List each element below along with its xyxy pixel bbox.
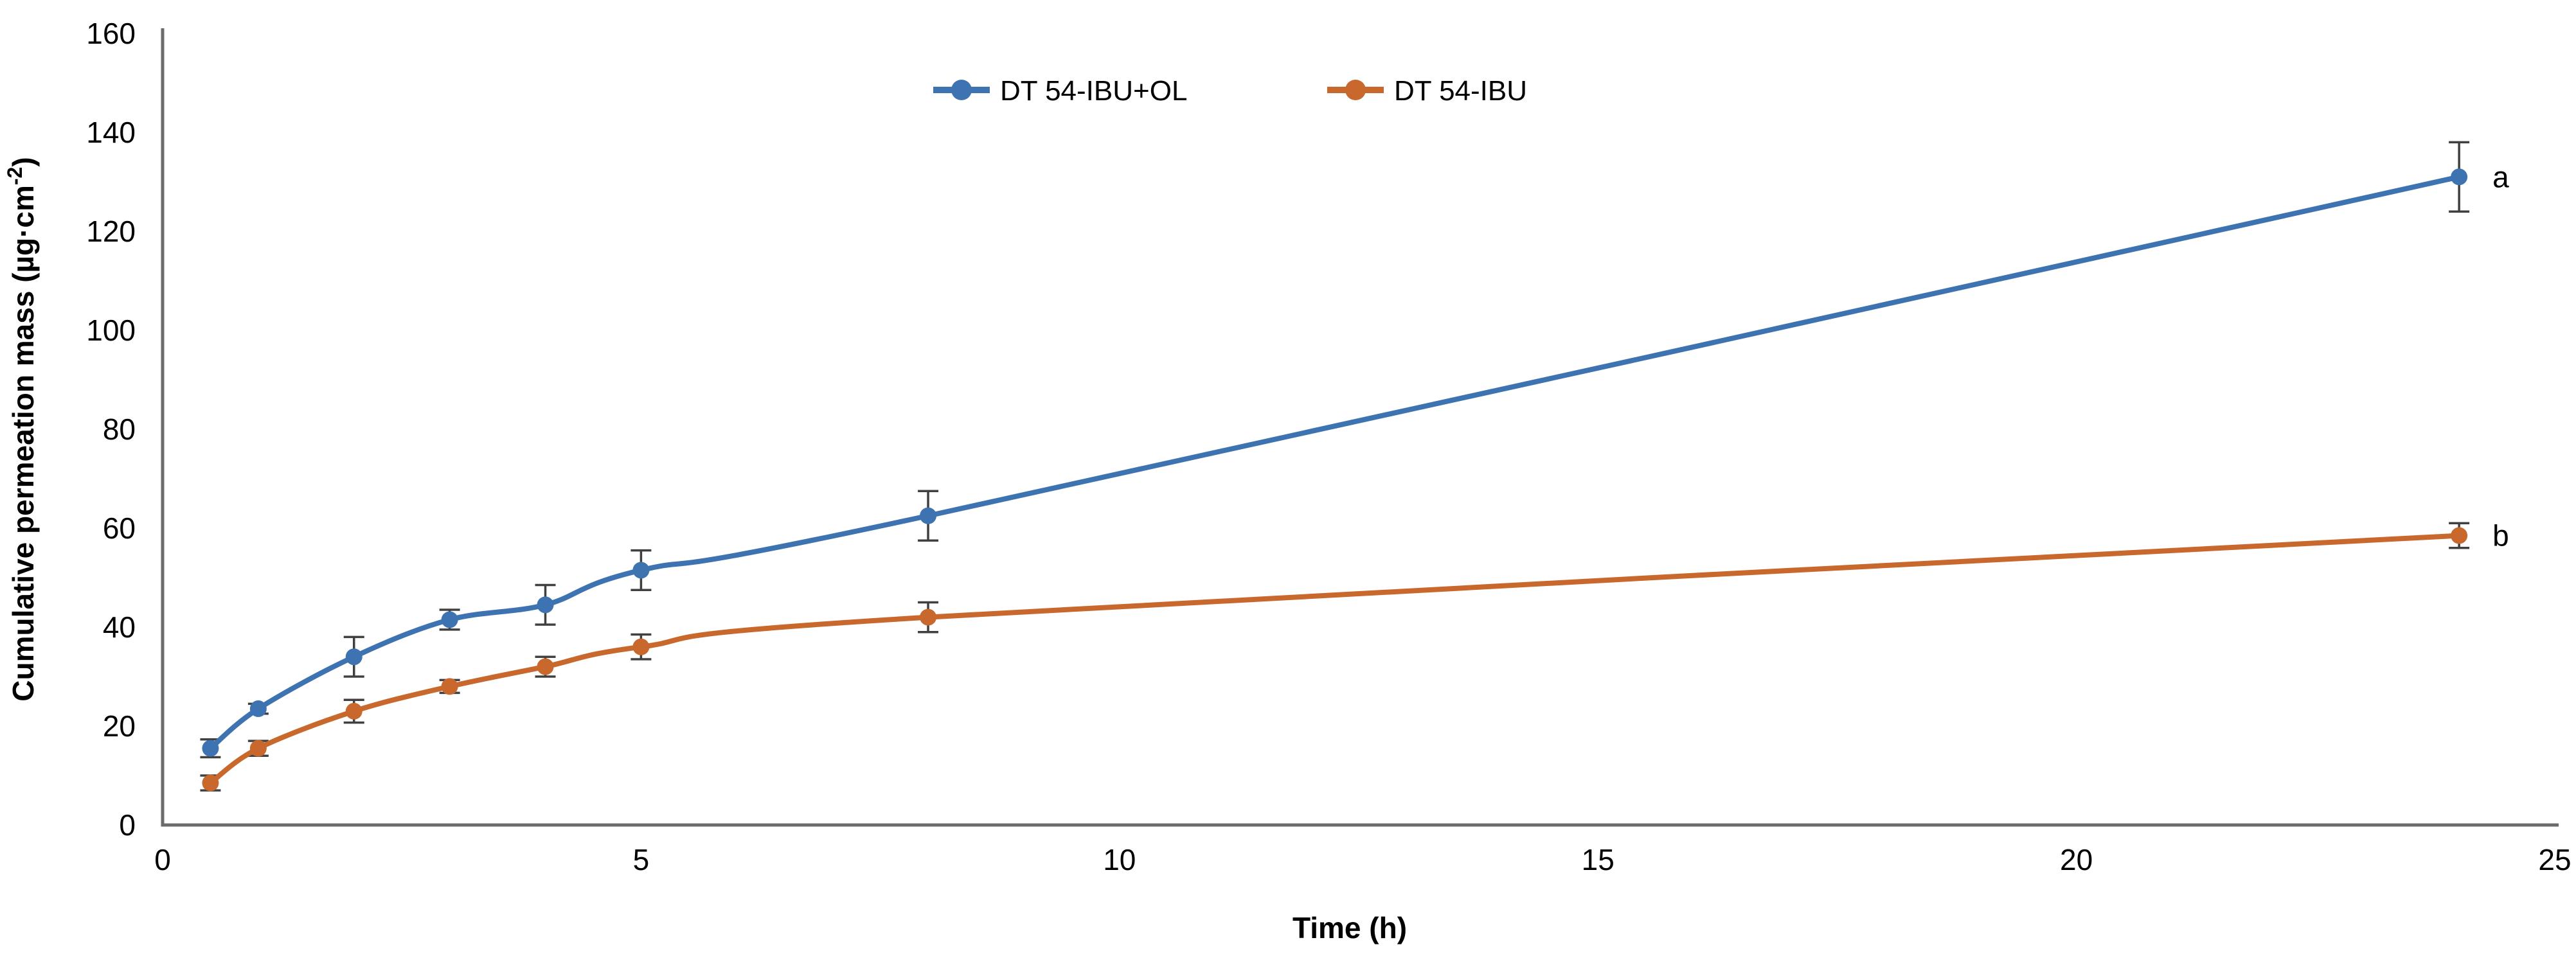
- data-point-marker: [202, 740, 219, 757]
- y-tick-label: 160: [86, 17, 136, 50]
- legend-marker-circle: [951, 80, 972, 100]
- data-point-marker: [249, 740, 267, 757]
- y-axis-title-superscript: -2: [3, 167, 26, 185]
- data-point-marker: [2451, 168, 2468, 186]
- y-axis-title-end: ): [6, 157, 40, 166]
- data-point-marker: [537, 596, 554, 614]
- x-axis-title: Time (h): [1292, 911, 1407, 945]
- data-point-marker: [441, 678, 458, 695]
- series-dt-54-ibu-ol: [200, 141, 2470, 759]
- data-point-marker: [537, 658, 554, 675]
- data-point-marker: [2451, 527, 2468, 544]
- y-tick-label: 40: [103, 610, 136, 644]
- data-point-marker: [632, 562, 650, 579]
- data-point-marker: [202, 774, 219, 792]
- axes: [161, 28, 2559, 827]
- y-tick-label: 60: [103, 511, 136, 545]
- data-point-marker: [249, 700, 267, 718]
- data-point-marker: [632, 638, 650, 655]
- legend-item-dt-54-ibu-ol: DT 54-IBU+OL: [933, 75, 1187, 107]
- y-tick-label: 20: [103, 709, 136, 743]
- legend-item-dt-54-ibu: DT 54-IBU: [1327, 75, 1527, 107]
- series-dt-54-ibu: [200, 522, 2470, 792]
- x-tick-label: 0: [154, 843, 171, 876]
- x-tick-label: 5: [633, 843, 650, 876]
- legend-marker-circle: [1345, 80, 1366, 100]
- y-tick-label: 120: [86, 215, 136, 248]
- y-tick-label: 140: [86, 116, 136, 149]
- data-point-marker: [345, 702, 362, 720]
- data-point-marker: [441, 611, 458, 628]
- data-point-marker: [345, 648, 362, 666]
- x-tick-label: 20: [2060, 843, 2093, 876]
- x-tick-label: 25: [2538, 843, 2571, 876]
- y-axis-title: Cumulative permeation mass (µg·cm-2): [3, 157, 40, 701]
- y-axis-title-base: Cumulative permeation mass (µg·cm: [6, 185, 40, 702]
- data-point-marker: [920, 608, 937, 626]
- annotation-b: b: [2492, 519, 2509, 553]
- x-tick-label: 15: [1582, 843, 1614, 876]
- x-tick-label: 10: [1103, 843, 1136, 876]
- legend-label: DT 54-IBU+OL: [1000, 75, 1187, 107]
- y-tick-label: 100: [86, 314, 136, 347]
- series-line-dt-54-ibu-ol: [208, 174, 2462, 751]
- annotation-a: a: [2492, 160, 2509, 193]
- legend-label: DT 54-IBU: [1394, 75, 1527, 107]
- y-tick-label: 80: [103, 412, 136, 446]
- y-tick-label: 0: [119, 808, 136, 842]
- data-point-marker: [920, 507, 937, 524]
